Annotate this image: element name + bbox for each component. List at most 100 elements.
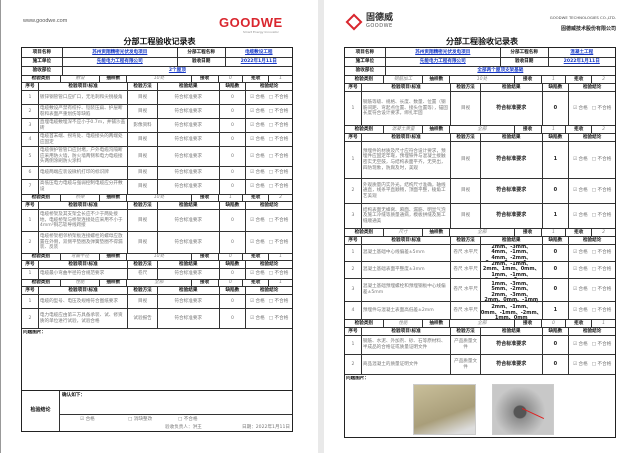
item-standard: 电缆保护管管口应封堵，户外电缆沟隔断应采用防火墙，防火墙两侧和电力电缆接头两侧涂… [37, 147, 127, 166]
col-method: 检验方法 [450, 328, 480, 335]
pass-checkbox[interactable]: ☑ 合格 [572, 342, 588, 348]
fail-checkbox[interactable]: □ 不合格 [591, 307, 612, 313]
pass-checkbox[interactable]: ☑ 合格 [572, 105, 588, 111]
item-standard: 钢筋等级、规格、长度、数量、位置（钢筋间距、弯起点位置、接头位置等），锚固长度符… [360, 92, 450, 125]
final-fail-option[interactable]: □ 不合格 [178, 417, 198, 422]
col-method: 检验方法 [127, 83, 157, 90]
item-method: 卷尺 水平尺 [450, 302, 480, 319]
col-defects: 缺陷数 [541, 84, 569, 91]
pass-checkbox[interactable]: ☑ 合格 [572, 157, 588, 163]
item-defects: 1 [541, 142, 569, 178]
conclusion-checkboxes: ☑ 合格 □ 不合格 [568, 245, 615, 261]
section-header: 检验类别 混凝土质量 抽样数 全部 接收 1 拒收 2 [345, 125, 615, 133]
item-defects: 0 [541, 262, 569, 278]
fail-checkbox[interactable]: □ 不合格 [591, 105, 612, 111]
header-row: 施工单位 先能电力工程有限公司 验收日期 2022年1月11日 [22, 57, 292, 66]
item-no: 1 [28, 271, 32, 277]
pass-checkbox[interactable]: ☑ 合格 [249, 298, 265, 304]
pass-checkbox[interactable]: ☑ 合格 [249, 184, 265, 190]
col-method: 检验方法 [127, 261, 157, 268]
item-no: 7 [28, 184, 32, 190]
conclusion-checkboxes: ☑ 合格 □ 不合格 [245, 133, 292, 146]
fail-checkbox[interactable]: □ 不合格 [591, 342, 612, 348]
pass-checkbox[interactable]: ☑ 合格 [249, 315, 265, 321]
fail-checkbox[interactable]: □ 不合格 [268, 271, 289, 277]
table-row: 1 钢筋等级、规格、长度、数量、位置（钢筋间距、弯起点位置、接头位置等），锚固长度… [345, 91, 615, 125]
pass-checkbox[interactable]: ☑ 合格 [249, 122, 265, 128]
pass-checkbox[interactable]: ☑ 合格 [249, 136, 265, 142]
item-defects: 0 [541, 92, 569, 125]
pass-checkbox[interactable]: ☑ 合格 [249, 271, 265, 277]
fail-checkbox[interactable]: □ 不合格 [268, 315, 289, 321]
fail-checkbox[interactable]: □ 不合格 [268, 153, 289, 159]
fail-checkbox[interactable]: □ 不合格 [268, 94, 289, 100]
fail-checkbox[interactable]: □ 不合格 [268, 184, 289, 190]
fail-checkbox[interactable]: □ 不合格 [591, 361, 612, 367]
col-method: 检验方法 [450, 237, 480, 244]
concrete-photo[interactable] [413, 384, 476, 435]
item-method: 目视 [127, 133, 157, 146]
item-result: 符合标准要求 [156, 269, 219, 279]
fail-checkbox[interactable]: □ 不合格 [591, 213, 612, 219]
item-defects: 0 [218, 180, 246, 194]
pass-checkbox[interactable]: ☑ 合格 [249, 153, 265, 159]
item-method: 卷尺 水平尺 [450, 262, 480, 278]
category-value: 性能 [382, 320, 423, 327]
category-value: 桥架 [59, 195, 100, 201]
pass-checkbox[interactable]: ☑ 合格 [249, 239, 265, 245]
item-defects: 0 [218, 91, 246, 104]
item-no: 2 [28, 108, 32, 114]
col-defects: 缺陷数 [218, 261, 246, 268]
item-no: 1 [28, 217, 32, 223]
fail-checkbox[interactable]: □ 不合格 [591, 267, 612, 273]
pass-checkbox[interactable]: ☑ 合格 [572, 361, 588, 367]
pass-checkbox[interactable]: ☑ 合格 [572, 250, 588, 256]
right-page: 固德威 GOODWE GOODWE TECHNOLOGIES CO.,LTD. 固… [324, 0, 640, 453]
item-method: 卷尺 水平尺 [450, 245, 480, 261]
fail-checkbox[interactable]: □ 不合格 [591, 287, 612, 293]
fail-checkbox[interactable]: □ 不合格 [591, 250, 612, 256]
pass-checkbox[interactable]: ☑ 合格 [572, 287, 588, 293]
pass-checkbox[interactable]: ☑ 合格 [249, 94, 265, 100]
item-standard: 电缆首末端、拐弯处、电缆接头的两端处应固定 [37, 133, 127, 146]
pass-checkbox[interactable]: ☑ 合格 [572, 267, 588, 273]
fail-checkbox[interactable]: □ 不合格 [268, 122, 289, 128]
fail-checkbox[interactable]: □ 不合格 [268, 170, 289, 176]
item-method: 目视 [127, 167, 157, 179]
category-label: 检验类别 [354, 76, 374, 82]
pass-checkbox[interactable]: ☑ 合格 [249, 108, 265, 114]
pass-checkbox[interactable]: ☑ 合格 [572, 307, 588, 313]
pass-checkbox[interactable]: ☑ 合格 [572, 188, 588, 194]
category-label: 检验类别 [31, 280, 51, 286]
final-fix-option[interactable]: □ 消缺整改 [128, 417, 153, 422]
accept-label: 接收 [513, 320, 541, 327]
fail-checkbox[interactable]: □ 不合格 [268, 239, 289, 245]
item-result: 符合标准要求 [156, 180, 219, 194]
fail-checkbox[interactable]: □ 不合格 [591, 188, 612, 194]
col-no: 序号 [348, 134, 358, 140]
logo-tagline: Smart Energy Innovator [243, 30, 279, 34]
col-defects: 缺陷数 [541, 134, 569, 141]
anchor-bolt-photo[interactable] [492, 384, 554, 435]
website-url: www.goodwe.com [23, 18, 68, 24]
sample-value: 全部 [126, 280, 191, 286]
fail-checkbox[interactable]: □ 不合格 [268, 108, 289, 114]
header-row: 项目名称 苏州资翔精密光伏发电项目 分部工程名称 电缆敷设工程 [22, 48, 292, 57]
final-pass-option[interactable]: ☑ 合格 [80, 417, 95, 422]
fail-checkbox[interactable]: □ 不合格 [268, 298, 289, 304]
pass-checkbox[interactable]: ☑ 合格 [249, 170, 265, 176]
fail-checkbox[interactable]: □ 不合格 [268, 136, 289, 142]
item-standard: 直埋电缆敷埋深不应小于0.7m，并铺沙盖砖 [37, 119, 127, 132]
category-label: 检验类别 [31, 76, 51, 82]
fail-checkbox[interactable]: □ 不合格 [268, 217, 289, 223]
fail-checkbox[interactable]: □ 不合格 [591, 157, 612, 163]
item-method: 目视 [127, 232, 157, 253]
col-conclusion: 检验结论 [245, 202, 292, 209]
pass-checkbox[interactable]: ☑ 合格 [249, 217, 265, 223]
page-title: 分部工程验收记录表 [123, 37, 196, 46]
pass-checkbox[interactable]: ☑ 合格 [572, 213, 588, 219]
reject-label: 拒收 [242, 76, 268, 82]
accept-label: 接收 [190, 254, 218, 260]
category-label: 检验类别 [354, 229, 374, 235]
conclusion-checkboxes: ☑ 合格 □ 不合格 [568, 302, 615, 319]
